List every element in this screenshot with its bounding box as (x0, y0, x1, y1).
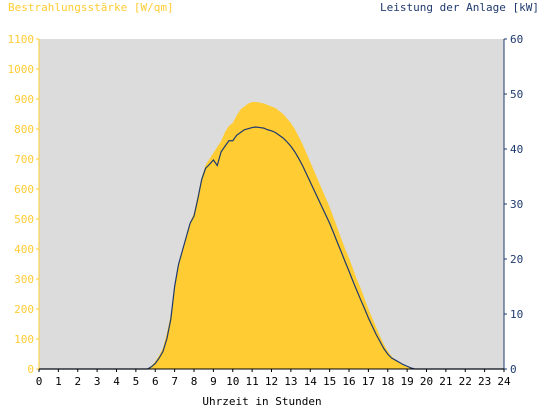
power-line (39, 126, 504, 370)
right-tick-label: 20 (510, 253, 523, 266)
right-axis-title: Leistung der Anlage [kW] (380, 1, 539, 14)
x-tick-label: 17 (362, 375, 375, 388)
left-tick-label: 800 (14, 123, 34, 136)
left-y-axis-ticks: 0 100 200 300 400 500 600 700 800 900 1000 1100 (8, 33, 39, 376)
x-tick-label: 16 (342, 375, 355, 388)
left-tick-label: 0 (27, 363, 34, 376)
x-tick-label: 2 (74, 375, 81, 388)
x-tick-label: 15 (323, 375, 336, 388)
x-tick-label: 11 (246, 375, 259, 388)
left-tick-label: 200 (14, 303, 34, 316)
left-tick-label: 400 (14, 243, 34, 256)
x-axis-title: Uhrzeit in Stunden (202, 395, 321, 408)
left-axis-title: Bestrahlungsstärke [W/qm] (8, 1, 174, 14)
x-tick-label: 23 (478, 375, 491, 388)
x-tick-label: 3 (94, 375, 101, 388)
x-tick-label: 24 (497, 375, 511, 388)
right-tick-label: 60 (510, 33, 523, 46)
x-tick-label: 18 (381, 375, 394, 388)
x-tick-label: 10 (226, 375, 239, 388)
left-tick-label: 1000 (8, 63, 35, 76)
irradiance-area (39, 102, 504, 369)
left-tick-label: 300 (14, 273, 34, 286)
x-tick-label: 22 (459, 375, 472, 388)
x-tick-label: 9 (210, 375, 217, 388)
left-tick-label: 600 (14, 183, 34, 196)
x-axis-ticks: 0 1 2 3 4 5 6 7 8 9 10 11 12 13 14 15 16 17 18 19 20 21 22 23 24 (36, 369, 511, 388)
x-tick-label: 4 (113, 375, 120, 388)
right-tick-label: 10 (510, 308, 523, 321)
left-tick-label: 700 (14, 153, 34, 166)
x-tick-label: 1 (55, 375, 62, 388)
x-tick-label: 5 (133, 375, 140, 388)
left-tick-label: 1100 (8, 33, 35, 46)
left-tick-label: 900 (14, 93, 34, 106)
power-line-layer (39, 126, 504, 370)
x-tick-label: 6 (152, 375, 159, 388)
x-tick-label: 0 (36, 375, 43, 388)
right-tick-label: 50 (510, 88, 523, 101)
x-tick-label: 14 (304, 375, 318, 388)
right-tick-label: 40 (510, 143, 523, 156)
x-tick-label: 19 (401, 375, 414, 388)
irradiance-area-layer (39, 102, 504, 369)
x-tick-label: 21 (439, 375, 452, 388)
right-y-axis-ticks: 0 10 20 30 40 50 60 (504, 33, 523, 376)
right-tick-label: 0 (510, 363, 517, 376)
left-tick-label: 100 (14, 333, 34, 346)
x-tick-label: 13 (284, 375, 297, 388)
x-tick-label: 12 (265, 375, 278, 388)
left-tick-label: 500 (14, 213, 34, 226)
x-tick-label: 20 (420, 375, 433, 388)
x-tick-label: 8 (191, 375, 198, 388)
right-tick-label: 30 (510, 198, 523, 211)
x-tick-label: 7 (171, 375, 178, 388)
